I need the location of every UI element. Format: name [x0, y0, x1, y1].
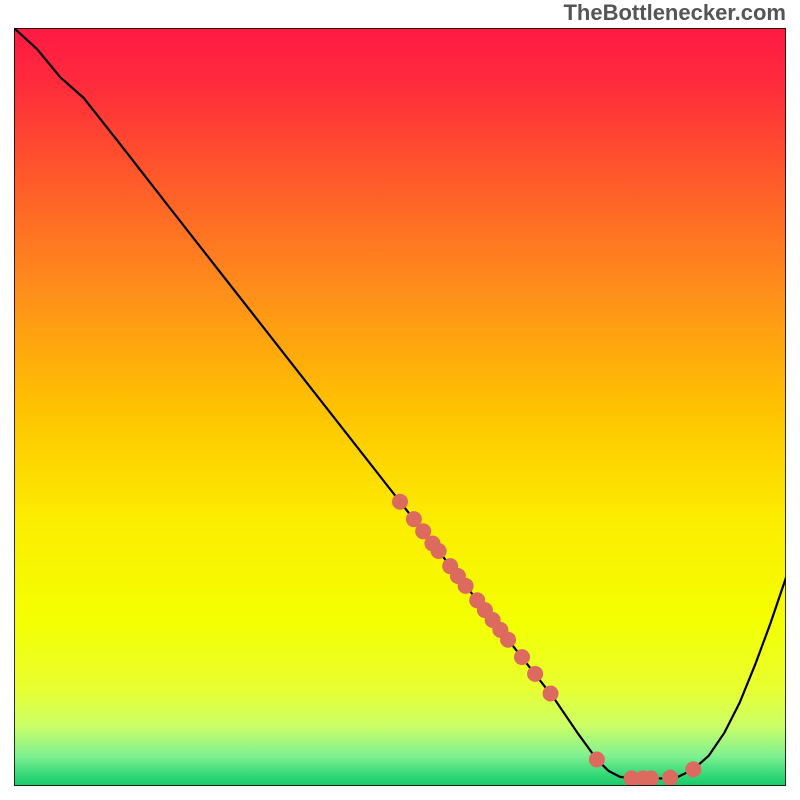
- chart-svg: [0, 0, 800, 800]
- scatter-point: [527, 666, 543, 682]
- scatter-point: [589, 751, 605, 767]
- scatter-point: [662, 770, 678, 786]
- scatter-point: [458, 578, 474, 594]
- chart-container: TheBottlenecker.com: [0, 0, 800, 800]
- scatter-point: [643, 770, 659, 786]
- scatter-point: [685, 761, 701, 777]
- scatter-point: [431, 543, 447, 559]
- scatter-point: [392, 494, 408, 510]
- scatter-point: [500, 632, 516, 648]
- scatter-point: [514, 649, 530, 665]
- scatter-point: [543, 686, 559, 702]
- gradient-background: [14, 28, 786, 786]
